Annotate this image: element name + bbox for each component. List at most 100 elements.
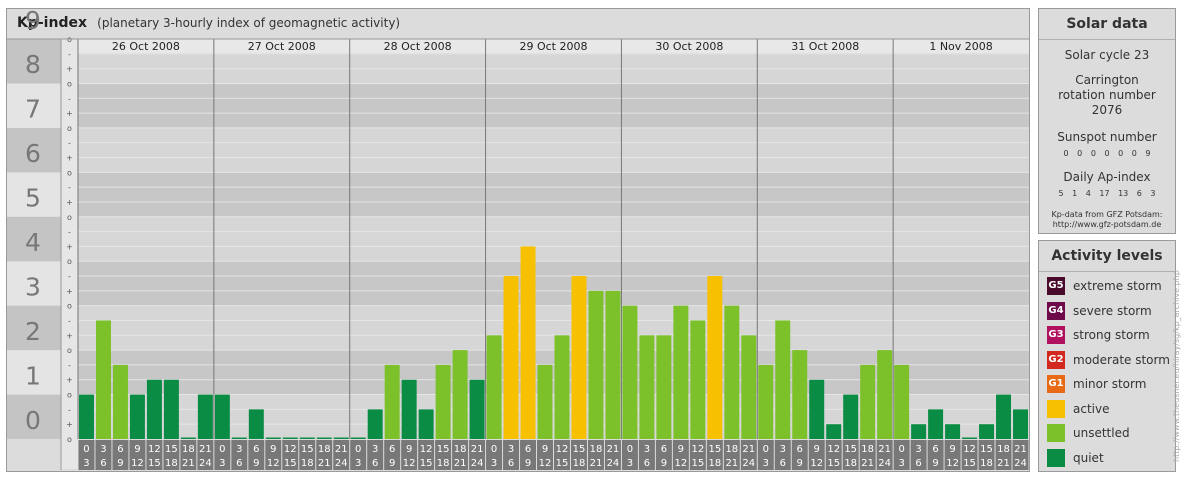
kp-chart-panel: Kp-index (planetary 3-hourly index of ge… — [6, 8, 1030, 472]
hour-label-end: 15 — [420, 458, 433, 469]
hour-label-start: 15 — [165, 444, 178, 455]
kp-bar — [639, 335, 655, 439]
minor-tick-label: o — [67, 79, 72, 88]
solar-data-panel: Solar data Solar cycle 23 Carrington rot… — [1038, 8, 1176, 234]
hour-box — [825, 440, 842, 470]
minor-tick-label: + — [66, 154, 73, 163]
activity-level-severe-storm: G4 severe storm — [1047, 301, 1152, 320]
activity-level-swatch — [1047, 424, 1065, 442]
kp-bar — [707, 276, 723, 439]
kp-bar — [503, 276, 519, 439]
hour-box — [401, 440, 418, 470]
day-label: 28 Oct 2008 — [384, 40, 452, 53]
kp-bar — [401, 379, 417, 439]
kp-bar — [860, 364, 876, 439]
kp-bar — [112, 364, 128, 439]
hour-label-start: 12 — [284, 444, 297, 455]
day-label: 27 Oct 2008 — [248, 40, 316, 53]
activity-level-swatch — [1047, 399, 1065, 418]
hour-label-start: 0 — [898, 444, 904, 455]
hour-label-start: 3 — [780, 444, 786, 455]
hour-label-start: 12 — [691, 444, 704, 455]
minor-tick-label: + — [66, 331, 73, 340]
minor-tick-label: o — [67, 391, 72, 400]
activity-level-swatch: G1 — [1047, 375, 1065, 393]
y-axis-band — [7, 216, 61, 262]
hour-label-start: 0 — [83, 444, 89, 455]
kp-bar — [350, 437, 366, 439]
hour-label-start: 9 — [542, 444, 548, 455]
kp-bar — [877, 350, 893, 439]
hour-label-start: 21 — [878, 444, 891, 455]
hour-label-start: 15 — [573, 444, 586, 455]
kp-bar — [622, 305, 638, 439]
activity-level-label: unsettled — [1073, 426, 1130, 440]
hour-box — [978, 440, 995, 470]
ap-index-label: Daily Ap-index — [1063, 170, 1151, 184]
hour-box — [95, 440, 112, 470]
minor-tick-label: - — [68, 139, 71, 148]
kp-bar — [316, 437, 332, 439]
hour-box — [893, 440, 910, 470]
hour-label-end: 9 — [117, 458, 123, 469]
minor-tick-label: + — [66, 65, 73, 74]
hour-label-start: 12 — [420, 444, 433, 455]
hour-label-start: 9 — [270, 444, 276, 455]
minor-tick-label: - — [68, 183, 71, 192]
hour-box — [350, 440, 367, 470]
hour-box — [452, 440, 469, 470]
hour-label-end: 3 — [83, 458, 89, 469]
activity-level-swatch: G3 — [1047, 326, 1065, 344]
hour-label-start: 3 — [915, 444, 921, 455]
activity-level-label: moderate storm — [1073, 352, 1170, 367]
hour-label-start: 6 — [253, 444, 259, 455]
hour-label-end: 18 — [708, 458, 721, 469]
hour-label-end: 3 — [627, 458, 633, 469]
plot-band — [78, 305, 1029, 351]
kp-bar — [214, 394, 230, 439]
hour-box — [910, 440, 927, 470]
activity-level-swatch — [1047, 448, 1065, 467]
kp-bar — [843, 394, 859, 439]
hour-label-end: 15 — [827, 458, 840, 469]
kp-bar — [180, 437, 196, 439]
hour-label-end: 21 — [861, 458, 874, 469]
hour-label-end: 21 — [454, 458, 467, 469]
minor-tick-label: o — [67, 124, 72, 133]
hour-box — [129, 440, 146, 470]
kp-bar — [418, 409, 434, 439]
hour-box — [435, 440, 452, 470]
hour-label-start: 21 — [1014, 444, 1027, 455]
hour-label-end: 3 — [355, 458, 361, 469]
hour-label-end: 9 — [253, 458, 259, 469]
y-axis-band — [7, 127, 61, 173]
hour-label-start: 18 — [861, 444, 874, 455]
kp-bar — [656, 335, 672, 439]
hour-label-start: 21 — [335, 444, 348, 455]
day-label: 29 Oct 2008 — [519, 40, 587, 53]
hour-box — [859, 440, 876, 470]
activity-level-label: minor storm — [1073, 377, 1147, 391]
plot-band — [78, 216, 1029, 262]
minor-tick-label: - — [68, 228, 71, 237]
hour-box — [299, 440, 316, 470]
kp-bar — [809, 379, 825, 439]
hour-label-end: 18 — [301, 458, 314, 469]
hour-label-start: 0 — [491, 444, 497, 455]
hour-label-start: 3 — [372, 444, 378, 455]
day-label: 30 Oct 2008 — [655, 40, 723, 53]
minor-tick-label: - — [68, 405, 71, 414]
source-watermark: http://www.theusner.eu/hiray/sg/kp_archi… — [1172, 270, 1181, 462]
hour-box — [537, 440, 553, 470]
kp-bar — [384, 364, 400, 439]
kp-bar — [758, 364, 774, 439]
y-tick-label: 5 — [25, 184, 41, 213]
ap-index-values: 5 1 4 17 13 6 3 — [1058, 189, 1156, 198]
kp-bar — [741, 335, 757, 439]
carrington-rotation: Carrington rotation number 2076 — [1058, 73, 1156, 117]
hour-box — [570, 440, 587, 470]
hour-box — [706, 440, 723, 470]
activity-levels-title: Activity levels — [1039, 241, 1175, 272]
hour-label-start: 3 — [100, 444, 106, 455]
hour-box — [774, 440, 791, 470]
